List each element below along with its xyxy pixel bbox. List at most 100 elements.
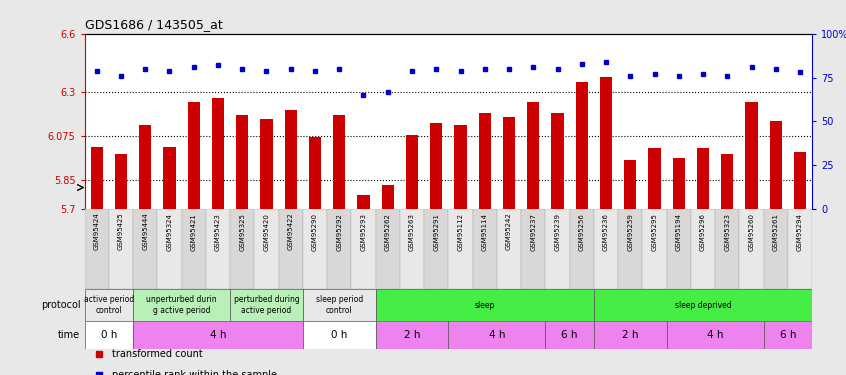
Text: GSM95294: GSM95294 bbox=[797, 213, 803, 250]
Bar bbox=[376, 289, 594, 321]
Text: GSM95295: GSM95295 bbox=[651, 213, 657, 250]
Bar bbox=[624, 160, 636, 209]
Bar bbox=[163, 147, 176, 209]
Bar bbox=[284, 110, 297, 209]
Text: GSM95242: GSM95242 bbox=[506, 213, 512, 250]
Bar bbox=[278, 209, 303, 289]
Text: GSM95296: GSM95296 bbox=[700, 213, 706, 251]
Bar bbox=[473, 209, 497, 289]
Bar bbox=[764, 209, 788, 289]
Text: sleep deprived: sleep deprived bbox=[675, 300, 731, 309]
Bar bbox=[648, 148, 661, 209]
Bar bbox=[721, 154, 733, 209]
Text: 4 h: 4 h bbox=[707, 330, 723, 340]
Text: GSM95239: GSM95239 bbox=[554, 213, 561, 251]
Bar bbox=[575, 82, 588, 209]
Bar bbox=[188, 102, 200, 209]
Bar bbox=[230, 209, 255, 289]
Text: 6 h: 6 h bbox=[780, 330, 796, 340]
Bar bbox=[667, 209, 691, 289]
Bar bbox=[764, 321, 812, 349]
Bar bbox=[594, 289, 812, 321]
Text: GSM95291: GSM95291 bbox=[433, 213, 439, 251]
Bar bbox=[673, 158, 684, 209]
Text: GSM95290: GSM95290 bbox=[312, 213, 318, 251]
Text: GSM95324: GSM95324 bbox=[167, 213, 173, 250]
Text: GSM95237: GSM95237 bbox=[530, 213, 536, 251]
Text: 0 h: 0 h bbox=[101, 330, 117, 340]
Text: GSM95323: GSM95323 bbox=[724, 213, 730, 251]
Bar bbox=[255, 209, 278, 289]
Text: GSM95423: GSM95423 bbox=[215, 213, 221, 250]
Text: GSM95259: GSM95259 bbox=[627, 213, 634, 250]
Text: 4 h: 4 h bbox=[489, 330, 505, 340]
Text: GSM95260: GSM95260 bbox=[749, 213, 755, 251]
Bar bbox=[406, 135, 418, 209]
Bar bbox=[569, 209, 594, 289]
Bar bbox=[739, 209, 764, 289]
Bar bbox=[600, 76, 612, 209]
Bar bbox=[376, 209, 400, 289]
Bar bbox=[430, 123, 442, 209]
Bar bbox=[115, 154, 127, 209]
Bar bbox=[697, 148, 709, 209]
Text: sleep period
control: sleep period control bbox=[316, 295, 363, 315]
Text: GSM95263: GSM95263 bbox=[409, 213, 415, 251]
Bar bbox=[497, 209, 521, 289]
Bar bbox=[552, 114, 563, 209]
Text: 2 h: 2 h bbox=[404, 330, 420, 340]
Text: 6 h: 6 h bbox=[562, 330, 578, 340]
Bar bbox=[667, 321, 764, 349]
Bar bbox=[715, 209, 739, 289]
Bar bbox=[333, 116, 345, 209]
Bar bbox=[236, 116, 249, 209]
Text: GSM95444: GSM95444 bbox=[142, 213, 148, 250]
Text: GSM95112: GSM95112 bbox=[458, 213, 464, 251]
Text: protocol: protocol bbox=[41, 300, 80, 310]
Text: GSM95194: GSM95194 bbox=[676, 213, 682, 251]
Text: GSM95425: GSM95425 bbox=[118, 213, 124, 250]
Bar bbox=[594, 321, 667, 349]
Bar bbox=[376, 321, 448, 349]
Text: sleep: sleep bbox=[475, 300, 495, 309]
Bar bbox=[212, 98, 224, 209]
Text: GSM95422: GSM95422 bbox=[288, 213, 294, 250]
Text: transformed count: transformed count bbox=[113, 350, 203, 359]
Bar bbox=[479, 114, 491, 209]
Bar bbox=[400, 209, 424, 289]
Text: 0 h: 0 h bbox=[331, 330, 348, 340]
Bar bbox=[85, 321, 133, 349]
Bar bbox=[182, 209, 206, 289]
Text: GSM95424: GSM95424 bbox=[94, 213, 100, 250]
Bar bbox=[261, 119, 272, 209]
Bar bbox=[157, 209, 182, 289]
Bar bbox=[527, 102, 540, 209]
Bar bbox=[503, 117, 515, 209]
Text: time: time bbox=[58, 330, 80, 340]
Text: GSM95420: GSM95420 bbox=[263, 213, 270, 250]
Text: 2 h: 2 h bbox=[622, 330, 639, 340]
Bar bbox=[794, 152, 806, 209]
Bar bbox=[546, 321, 594, 349]
Bar bbox=[618, 209, 642, 289]
Bar bbox=[133, 209, 157, 289]
Bar bbox=[303, 289, 376, 321]
Bar bbox=[448, 209, 473, 289]
Text: GSM95114: GSM95114 bbox=[481, 213, 488, 251]
Bar bbox=[691, 209, 715, 289]
Bar bbox=[642, 209, 667, 289]
Bar bbox=[788, 209, 812, 289]
Bar bbox=[309, 137, 321, 209]
Bar bbox=[448, 321, 546, 349]
Bar bbox=[357, 195, 370, 209]
Text: GDS1686 / 143505_at: GDS1686 / 143505_at bbox=[85, 18, 222, 31]
Text: GSM95421: GSM95421 bbox=[190, 213, 197, 250]
Text: GSM95262: GSM95262 bbox=[385, 213, 391, 250]
Bar bbox=[382, 185, 393, 209]
Text: GSM95292: GSM95292 bbox=[336, 213, 343, 250]
Text: GSM95256: GSM95256 bbox=[579, 213, 585, 250]
Bar bbox=[546, 209, 569, 289]
Bar bbox=[454, 125, 467, 209]
Text: GSM95325: GSM95325 bbox=[239, 213, 245, 250]
Bar bbox=[85, 209, 109, 289]
